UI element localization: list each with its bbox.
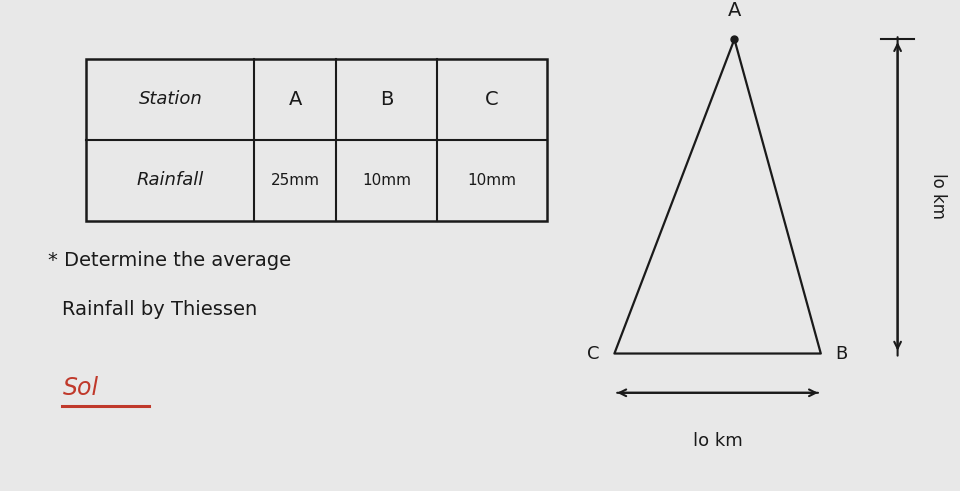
Text: B: B [380,90,393,109]
Text: 25mm: 25mm [271,173,320,188]
Text: B: B [835,345,848,362]
Text: Rainfall: Rainfall [136,171,204,190]
Text: A: A [289,90,301,109]
Text: C: C [485,90,499,109]
Text: Sol: Sol [62,376,99,400]
Text: lo km: lo km [929,173,948,219]
Text: lo km: lo km [693,432,743,450]
Text: 10mm: 10mm [362,173,411,188]
Text: Rainfall by Thiessen: Rainfall by Thiessen [62,300,257,319]
Text: * Determine the average: * Determine the average [48,251,291,270]
Bar [86,59,547,221]
Text: 10mm: 10mm [468,173,516,188]
Text: Station: Station [138,90,203,109]
Text: A: A [728,0,741,20]
Text: C: C [588,345,600,362]
